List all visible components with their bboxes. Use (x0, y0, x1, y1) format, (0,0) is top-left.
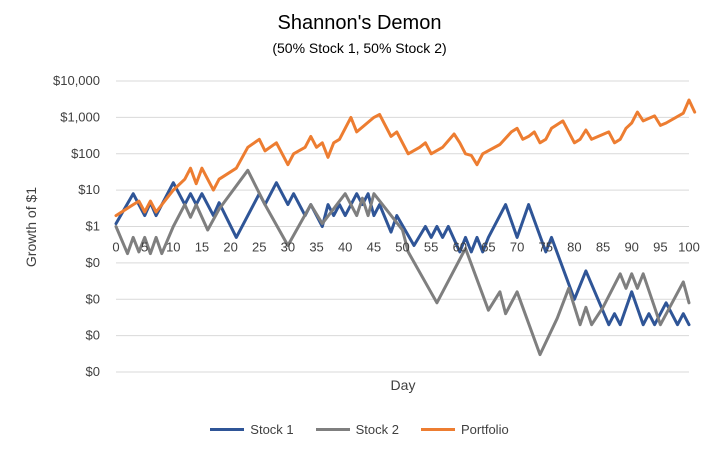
x-tick-label: 10 (166, 240, 180, 255)
legend-swatch-stock-1 (210, 428, 245, 431)
x-tick-label: 70 (510, 240, 524, 255)
series-lines (114, 98, 697, 357)
series-line-portfolio (114, 98, 697, 218)
chart-subtitle: (50% Stock 1, 50% Stock 2) (272, 40, 447, 56)
gridlines (116, 80, 689, 373)
x-tick-label: 100 (678, 240, 700, 255)
x-tick-label: 85 (596, 240, 610, 255)
x-tick-label: 20 (223, 240, 237, 255)
x-tick-label: 65 (481, 240, 495, 255)
series-line-stock-2 (114, 168, 691, 357)
x-tick-label: 40 (338, 240, 352, 255)
legend-item-portfolio: Portfolio (421, 422, 509, 437)
legend-swatch-stock-2 (315, 428, 350, 431)
legend-label-portfolio: Portfolio (461, 422, 509, 437)
y-tick-label: $100 (71, 146, 100, 161)
legend-item-stock-1: Stock 1 (210, 422, 294, 437)
x-tick-labels: 0 5 10 15 20 25 30 35 40 45 50 55 60 65 70 75 80 85 90 95 10… (112, 240, 699, 255)
y-tick-label: $0 (86, 255, 100, 270)
x-tick-label: 75 (539, 240, 553, 255)
x-axis-label: Day (390, 377, 416, 393)
x-tick-label: 55 (424, 240, 438, 255)
y-tick-label: $1,000 (60, 109, 100, 124)
legend-label-stock-2: Stock 2 (355, 422, 399, 437)
x-tick-label: 45 (367, 240, 381, 255)
legend-swatch-portfolio (421, 428, 455, 431)
x-tick-label: 50 (395, 240, 409, 255)
y-tick-label: $1 (86, 219, 100, 234)
x-tick-label: 90 (624, 240, 638, 255)
x-tick-label: 0 (112, 240, 119, 255)
x-tick-label: 30 (281, 240, 295, 255)
y-tick-labels: $0 $0 $0 $0 $1 $10 $100 $1,000 $10,000 (53, 73, 100, 379)
x-tick-label: 60 (453, 240, 467, 255)
y-tick-label: $0 (86, 328, 100, 343)
legend-item-stock-2: Stock 2 (315, 422, 399, 437)
y-tick-label: $10 (78, 182, 100, 197)
y-tick-label: $0 (86, 291, 100, 306)
x-tick-label: 15 (195, 240, 209, 255)
y-tick-label: $10,000 (53, 73, 100, 88)
y-tick-label: $0 (86, 364, 100, 379)
x-tick-label: 25 (252, 240, 266, 255)
chart-title: Shannon's Demon (277, 12, 442, 34)
x-tick-label: 95 (653, 240, 667, 255)
x-tick-label: 80 (567, 240, 581, 255)
x-tick-label: 5 (141, 240, 148, 255)
x-tick-label: 35 (309, 240, 323, 255)
legend: Stock 1 Stock 2 Portfolio (0, 422, 719, 437)
legend-label-stock-1: Stock 1 (250, 422, 294, 437)
series-line-stock-1 (114, 181, 691, 327)
